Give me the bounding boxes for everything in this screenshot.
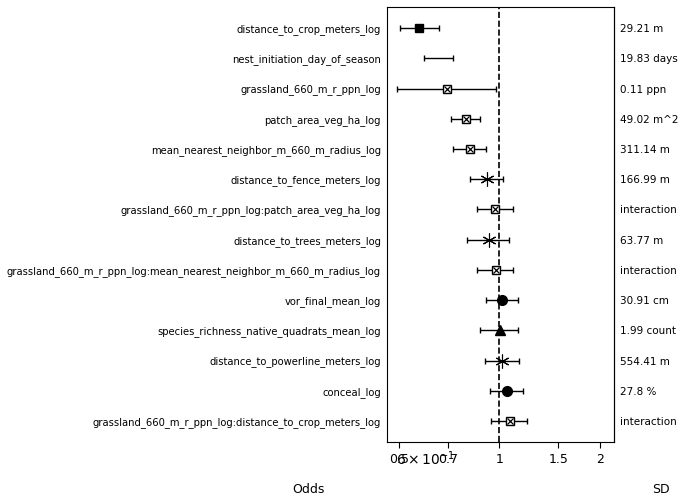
Text: SD: SD	[652, 483, 670, 495]
Text: Odds: Odds	[292, 483, 325, 495]
